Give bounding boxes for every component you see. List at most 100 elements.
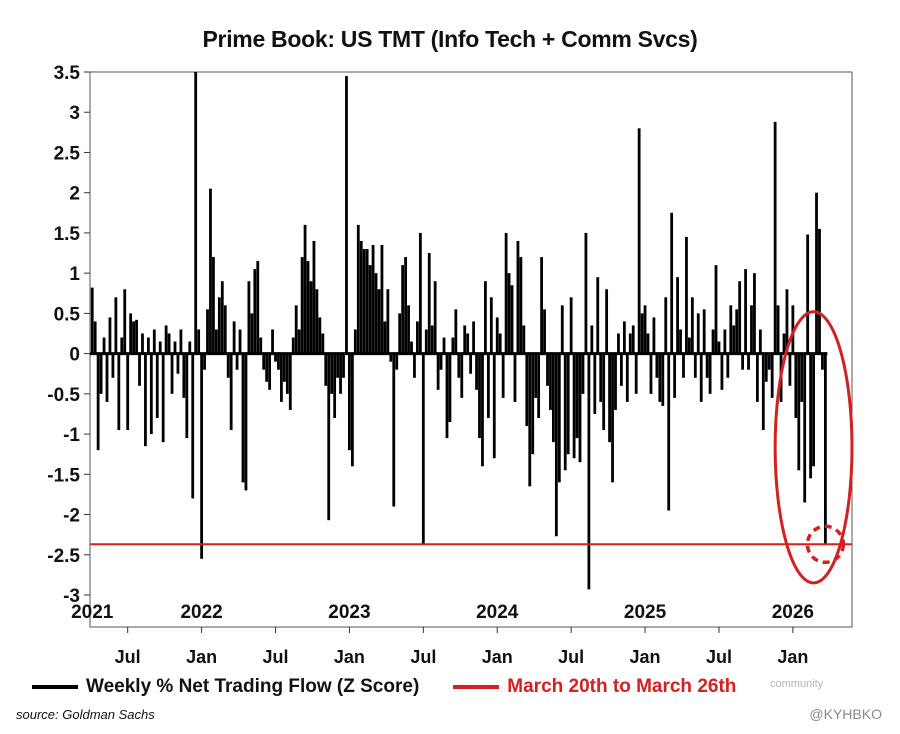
x-year-label: 2021 <box>71 602 114 623</box>
bar <box>327 353 331 521</box>
bar <box>472 321 475 354</box>
bar <box>353 329 357 354</box>
x-year-label: 2026 <box>772 602 814 623</box>
bar <box>282 353 286 382</box>
bar <box>155 353 159 418</box>
bar <box>173 341 177 354</box>
bar <box>560 305 564 354</box>
x-month-label: Jul <box>115 647 141 667</box>
bar <box>785 289 789 354</box>
bar <box>418 232 422 354</box>
bar <box>587 353 591 590</box>
y-tick-label: 1 <box>69 264 80 285</box>
bar <box>146 337 150 354</box>
bar <box>407 305 410 354</box>
bar <box>507 273 511 354</box>
bar <box>96 353 100 451</box>
bar <box>117 353 121 431</box>
bar <box>179 329 183 354</box>
bar <box>144 353 147 447</box>
bar <box>297 329 301 354</box>
bar <box>554 353 558 537</box>
x-month-label: Jan <box>334 647 365 667</box>
bar <box>170 353 174 394</box>
y-tick-label: -1.5 <box>47 465 80 486</box>
bar <box>634 353 638 394</box>
bar <box>782 333 786 354</box>
bar <box>581 353 585 394</box>
legend-label-net-flow: Weekly % Net Trading Flow (Z Score) <box>86 676 420 697</box>
bar <box>158 341 162 354</box>
bar <box>652 317 656 354</box>
x-month-label: Jan <box>186 647 217 667</box>
bar <box>800 353 804 402</box>
dashed-circle-marker <box>805 524 846 565</box>
bar <box>442 337 446 354</box>
bar <box>617 333 620 354</box>
x-year-label: 2023 <box>328 602 370 623</box>
bar <box>241 353 245 483</box>
bar <box>209 188 212 354</box>
bar <box>303 224 307 354</box>
bar <box>711 329 715 354</box>
bar <box>608 353 611 443</box>
bar <box>448 353 452 423</box>
bar <box>108 317 112 354</box>
bar <box>492 353 496 459</box>
bar <box>129 313 133 354</box>
bar <box>197 329 201 354</box>
bar <box>640 313 644 354</box>
bar <box>203 353 206 370</box>
bar <box>93 321 97 354</box>
bar <box>288 353 292 410</box>
bar <box>247 281 251 354</box>
bar <box>348 353 351 451</box>
bar <box>430 325 434 354</box>
bar <box>628 333 632 354</box>
bar <box>380 244 384 354</box>
y-tick-label: 0 <box>69 345 80 366</box>
bar <box>717 341 721 354</box>
bar <box>185 353 189 439</box>
bar <box>776 305 780 354</box>
bar <box>696 313 700 354</box>
bar <box>566 353 570 455</box>
bar <box>321 333 325 354</box>
x-month-label: Jan <box>482 647 513 667</box>
bar <box>664 297 668 354</box>
bar <box>575 353 579 439</box>
plot-frame <box>89 71 853 628</box>
bar <box>803 353 807 503</box>
bar <box>646 333 650 354</box>
bar <box>540 257 543 354</box>
bar <box>424 329 428 354</box>
bar <box>525 353 529 427</box>
bar <box>578 353 582 463</box>
bar <box>750 305 753 354</box>
bar <box>126 353 130 431</box>
bar <box>723 329 727 354</box>
bar <box>720 353 724 390</box>
bar <box>206 309 209 354</box>
bar <box>484 281 487 354</box>
source-note: source: Goldman Sachs <box>16 707 155 722</box>
bar <box>102 337 106 354</box>
bar <box>90 287 94 354</box>
bar <box>747 353 750 370</box>
bar <box>649 353 653 394</box>
bar <box>330 353 334 394</box>
bar <box>324 353 328 386</box>
bar <box>114 297 118 354</box>
bar <box>336 353 339 378</box>
bar <box>359 240 363 354</box>
highlight-ellipse <box>773 310 854 585</box>
bar <box>427 253 431 354</box>
bar <box>235 353 239 370</box>
bar <box>244 353 248 491</box>
bar <box>655 353 659 378</box>
bar <box>149 353 153 435</box>
bar <box>374 273 378 354</box>
bar <box>705 353 709 378</box>
y-tick-label: -1 <box>63 425 80 446</box>
bar <box>489 297 493 354</box>
